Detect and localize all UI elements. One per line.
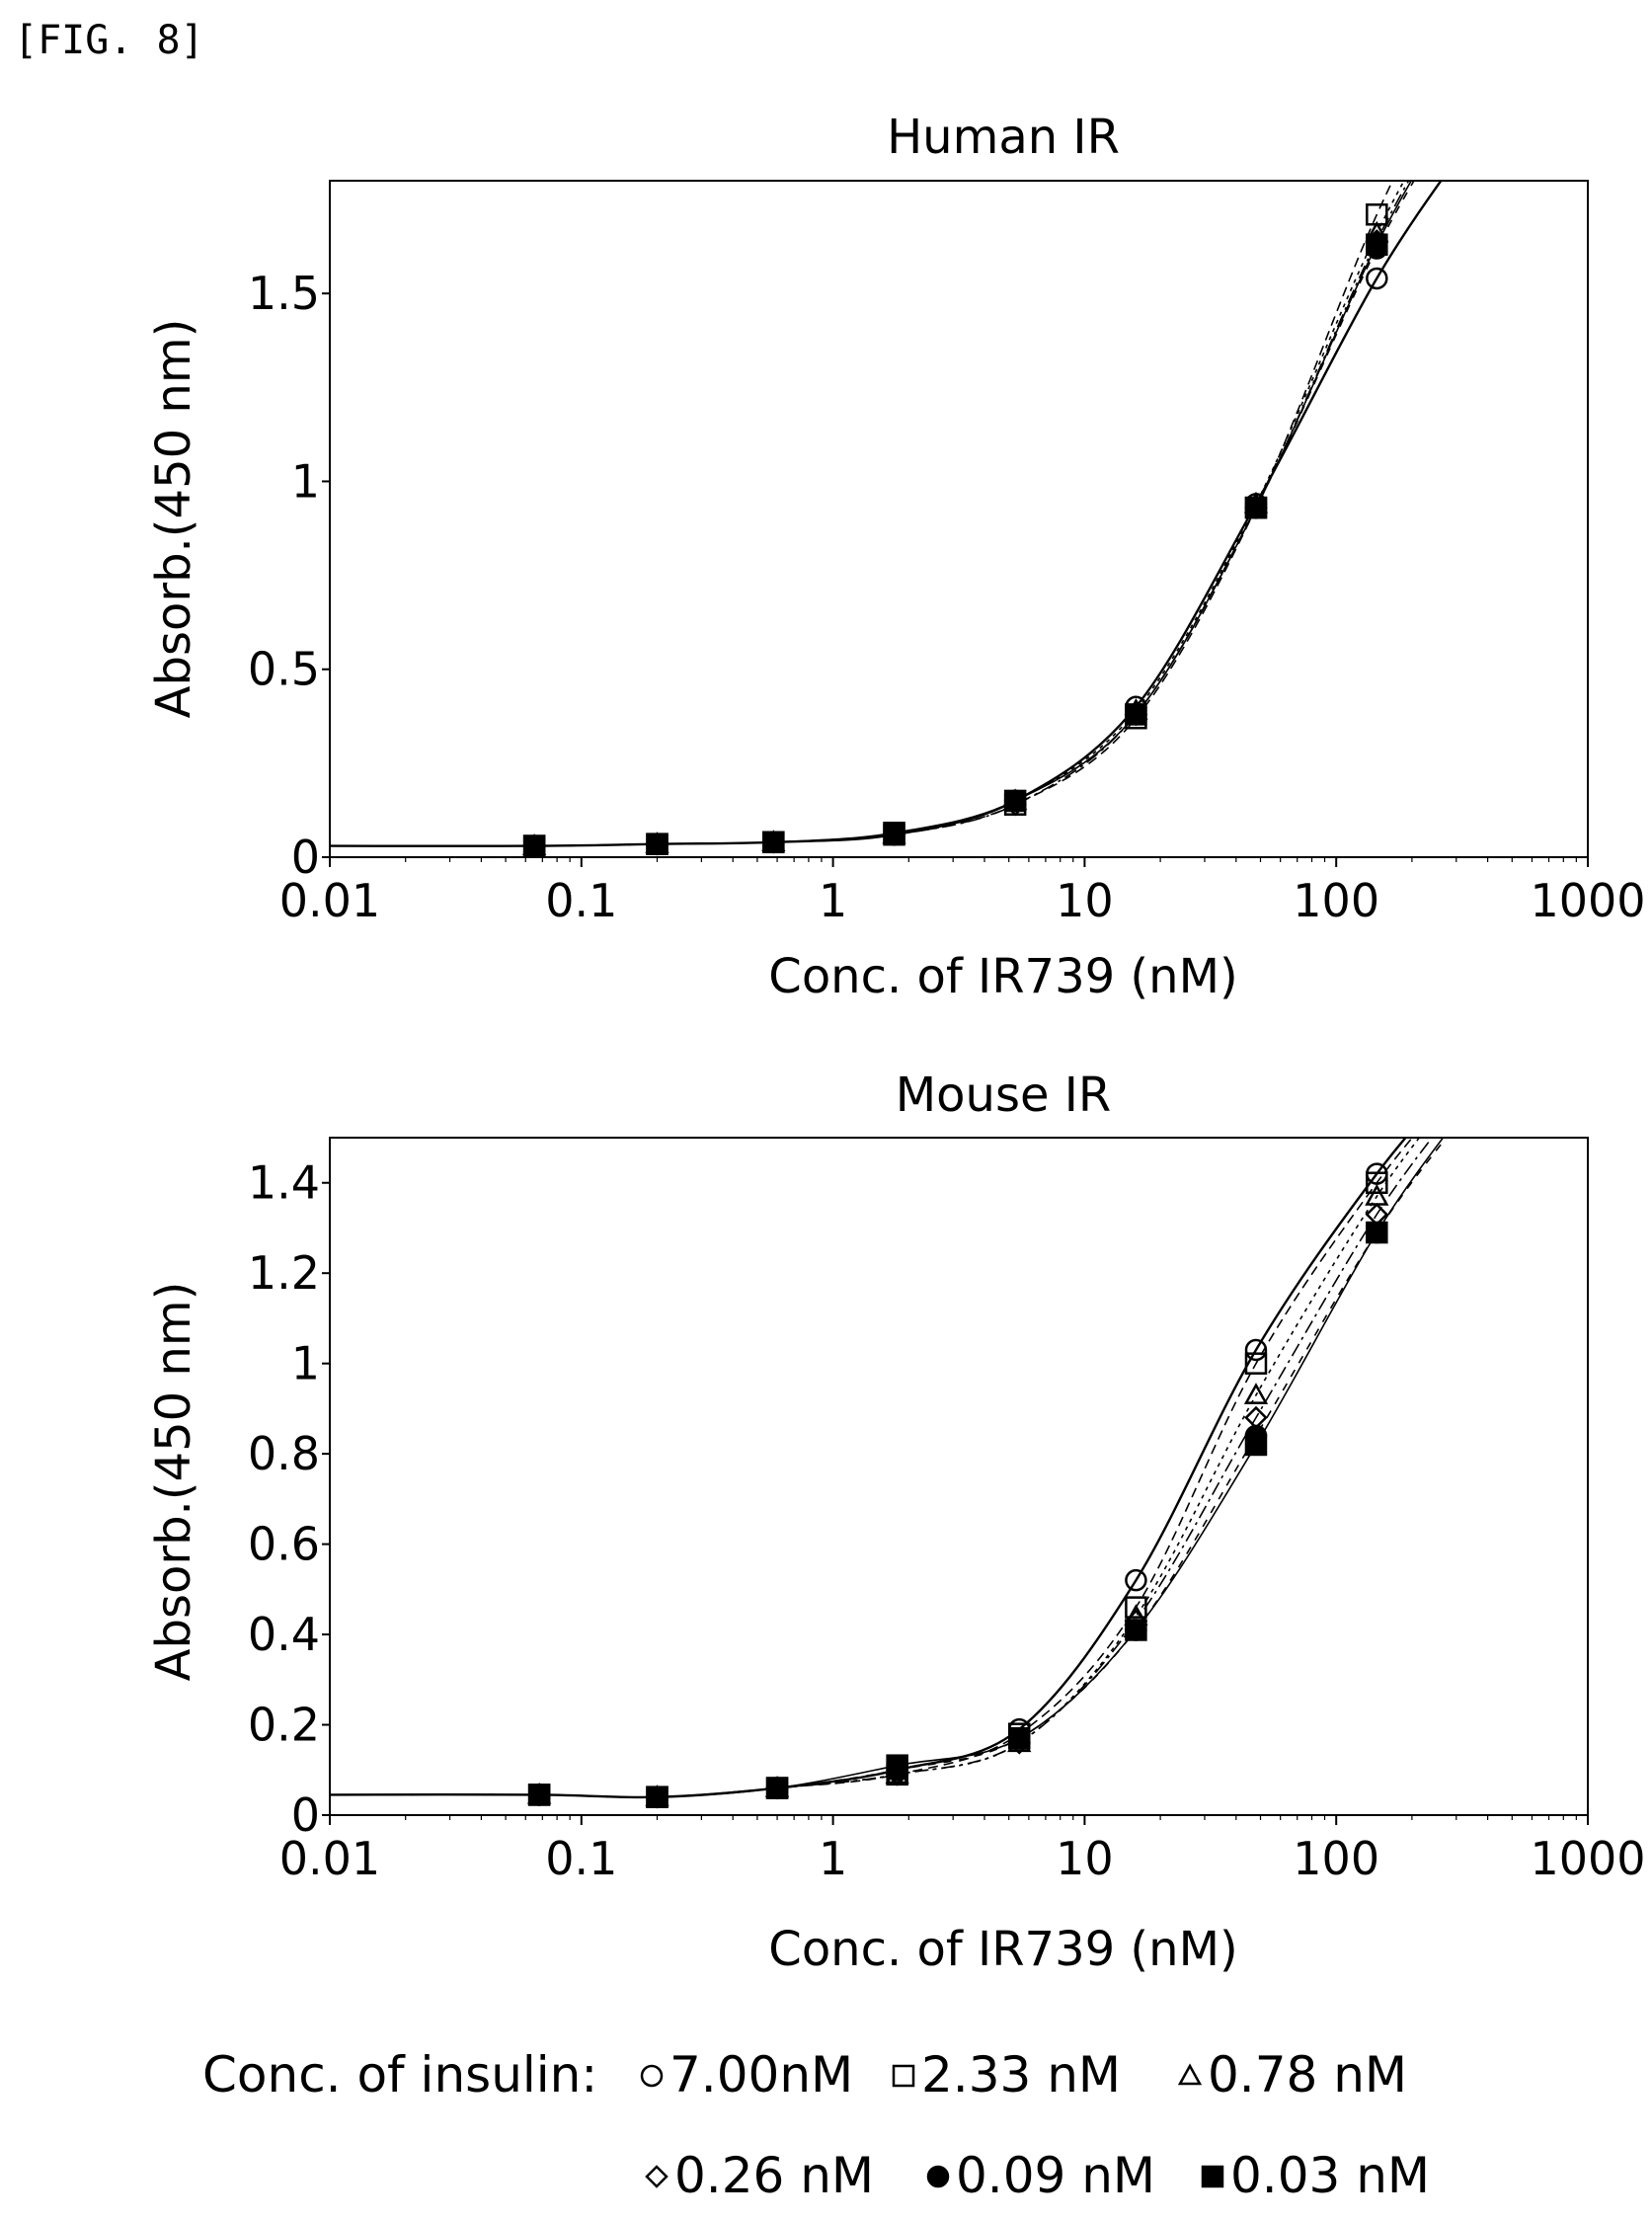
legend-label: 7.00nM [669,2046,853,2103]
y-tick-label: 1.5 [248,267,320,320]
data-point [1243,1383,1269,1404]
y-tick-label: 0.5 [248,643,320,696]
legend-entry: 0.09 nM [926,2147,1155,2204]
x-tick-label: 0.1 [545,874,617,927]
figure-label: [FIG. 8] [14,18,204,63]
x-tick-label: 10 [1056,874,1114,927]
y-tick-label: 0.4 [248,1608,320,1661]
data-point [527,1784,551,1806]
y-ticks: 0 0.2 0.4 0.6 0.8 1 1.2 1.4 [248,1156,330,1842]
y-tick-label: 0 [291,1788,320,1842]
y-tick-label: 1 [291,454,320,508]
x-tick-label: 100 [1293,874,1379,927]
data-points [526,1162,1389,1809]
fit-curves [330,1138,1448,1799]
fit-curve [330,1138,1408,1799]
y-ticks: 0 0.5 1 1.5 [248,267,330,884]
data-point [1125,703,1147,726]
chart-title: Mouse IR [896,1068,1112,1123]
chart-human-ir: Human IR 0.01 0.1 1 10 100 1000 0 0.5 1 1.5 Conc… [146,110,1646,1004]
legend-entry: 0.26 nM [645,2147,874,2204]
data-point [1003,789,1027,813]
y-tick-label: 1.4 [248,1156,320,1210]
data-point [1366,267,1388,290]
data-point [1366,233,1388,256]
x-tick-label: 0.01 [279,874,380,927]
fit-curve [330,1138,1445,1798]
x-tick-label: 1 [819,874,847,927]
legend-marker [640,2064,664,2088]
fit-curve [330,1138,1421,1798]
data-point [1125,1568,1147,1592]
data-point [1366,1221,1388,1244]
fit-curve [330,181,1410,847]
fit-curve [330,1138,1414,1798]
data-point [1125,1596,1147,1619]
data-point [1007,1727,1031,1750]
x-tick-label: 1000 [1530,1832,1645,1885]
fit-curve [330,181,1415,847]
data-point [762,831,785,854]
y-axis-label: Absorb.(450 nm) [146,1282,201,1682]
legend-prefix: Conc. of insulin: [202,2046,597,2103]
legend-marker [1201,2165,1224,2188]
data-point [1125,1619,1147,1641]
data-point [1244,496,1268,519]
data-point [886,1754,908,1777]
legend-entry: 7.00nM [640,2046,853,2103]
data-point [1244,1433,1268,1457]
y-tick-label: 1.2 [248,1246,320,1300]
legend-label: 0.78 nM [1208,2046,1407,2103]
data-point [1244,1338,1268,1362]
data-point [765,1777,789,1799]
x-axis-label: Conc. of IR739 (nM) [768,1922,1237,1977]
legend-entry: 0.78 nM [1177,2046,1407,2103]
x-ticks: 0.01 0.1 1 10 100 1000 [279,1815,1646,1885]
legend-marker [645,2165,669,2188]
y-tick-label: 0.6 [248,1518,320,1571]
legend-label: 0.03 nM [1230,2147,1430,2204]
legend: Conc. of insulin: 7.00nM 2.33 nM 0.78 nM 0.… [202,2046,1430,2204]
x-tick-label: 1 [819,1832,847,1885]
plot-frame [329,1137,1589,1816]
legend-entry: 0.03 nM [1201,2147,1430,2204]
y-axis-label: Absorb.(450 nm) [146,319,201,719]
chart-title: Human IR [887,110,1120,165]
data-point [646,833,669,855]
x-tick-label: 10 [1056,1832,1114,1885]
data-point [883,822,905,844]
y-tick-label: 1 [291,1337,320,1390]
legend-label: 2.33 nM [921,2046,1121,2103]
legend-marker [1177,2063,1203,2086]
legend-marker [926,2165,950,2188]
legend-label: 0.26 nM [674,2147,874,2204]
chart-mouse-ir: Mouse IR 0.01 0.1 1 10 100 1000 0 0.2 0.4 0.6 0.8… [146,1068,1646,1977]
x-axis-label: Conc. of IR739 (nM) [768,949,1237,1004]
legend-marker [892,2064,915,2088]
y-tick-label: 0 [291,831,320,884]
fit-curve [330,181,1413,847]
fit-curve [330,1138,1434,1798]
x-ticks: 0.01 0.1 1 10 100 1000 [279,857,1646,927]
fit-curve [330,1138,1448,1798]
x-tick-label: 100 [1293,1832,1379,1885]
data-points [522,203,1389,858]
legend-entry: 2.33 nM [892,2046,1121,2103]
fit-curve [330,181,1443,847]
data-point [522,834,546,857]
x-tick-label: 0.01 [279,1832,380,1885]
plot-frame [329,180,1589,858]
data-point [1366,1171,1388,1194]
data-point [1244,1352,1268,1375]
x-tick-label: 1000 [1530,874,1645,927]
x-tick-label: 0.1 [545,1832,617,1885]
data-point [646,1785,669,1808]
y-tick-label: 0.2 [248,1699,320,1752]
fit-curve [330,181,1405,847]
y-tick-label: 0.8 [248,1427,320,1480]
legend-label: 0.09 nM [956,2147,1155,2204]
